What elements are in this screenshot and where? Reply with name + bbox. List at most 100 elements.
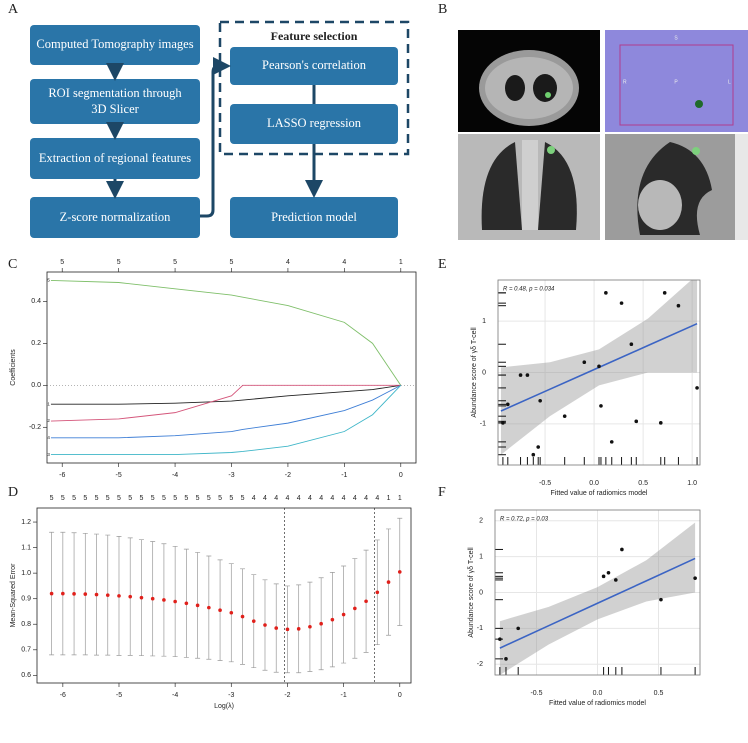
x-tick-label: 0.5 xyxy=(654,690,664,697)
point xyxy=(609,440,614,444)
y-tick-label: 0.9 xyxy=(21,596,31,603)
cv-point xyxy=(150,596,155,601)
top-count: 5 xyxy=(196,495,200,502)
point xyxy=(634,419,639,424)
flow-box xyxy=(30,79,200,124)
y-tick-label: 1.2 xyxy=(21,519,31,526)
panel-b: B S R P L xyxy=(438,2,748,240)
point xyxy=(604,291,608,295)
point xyxy=(658,421,663,425)
flow-text: Prediction model xyxy=(271,210,357,224)
panel-a: A Feature selection Computed Tomography … xyxy=(8,2,410,238)
cv-point xyxy=(229,610,234,615)
top-count: 5 xyxy=(117,495,121,502)
line-label: 4 xyxy=(47,435,50,440)
flow-text: LASSO regression xyxy=(267,116,362,130)
y-tick-label: 0 xyxy=(482,369,486,376)
x-tick-label: -5 xyxy=(116,692,122,699)
y-tick-label: 1.1 xyxy=(21,544,31,551)
top-count: 4 xyxy=(353,495,357,502)
cv-point xyxy=(285,627,290,632)
x-tick-label: -0.5 xyxy=(530,690,542,697)
top-count: 5 xyxy=(61,495,65,502)
plot-frame xyxy=(497,279,701,466)
top-count: 4 xyxy=(375,495,379,502)
cv-point xyxy=(195,603,200,608)
render-3d xyxy=(605,30,748,132)
point xyxy=(676,303,681,308)
top-tick-label: 4 xyxy=(286,259,290,266)
point xyxy=(597,364,601,369)
point xyxy=(619,301,624,305)
y-tick-label: -0.2 xyxy=(29,424,41,431)
edge xyxy=(735,134,748,240)
point xyxy=(516,626,520,631)
panel-label: C xyxy=(8,257,17,272)
top-count: 4 xyxy=(274,495,278,502)
coef-line xyxy=(50,384,401,439)
plot-frame xyxy=(494,509,701,676)
y-tick-label: -2 xyxy=(477,661,483,668)
y-tick-label: 0.4 xyxy=(31,298,41,305)
top-count: 4 xyxy=(342,495,346,502)
cv-point xyxy=(274,626,279,630)
top-count: 5 xyxy=(173,495,177,502)
cv-point xyxy=(61,591,65,596)
cv-point xyxy=(105,593,110,597)
line-label: 1 xyxy=(47,401,50,406)
top-count: 5 xyxy=(83,495,87,502)
x-tick-label: -5 xyxy=(116,472,122,479)
cv-point xyxy=(364,599,368,604)
flow-text: Pearson's correlation xyxy=(262,58,367,72)
point xyxy=(531,452,536,457)
point xyxy=(582,360,587,365)
x-tick-label: 0 xyxy=(398,692,402,699)
top-count: 5 xyxy=(95,495,99,502)
flow-text: Computed Tomography images xyxy=(36,37,193,51)
y-tick-label: 0.0 xyxy=(31,382,41,389)
x-tick-label: 0.5 xyxy=(638,480,648,487)
orientation-label: P xyxy=(674,79,678,85)
top-tick-label: 5 xyxy=(117,259,121,266)
x-tick-label: -6 xyxy=(59,472,65,479)
top-count: 4 xyxy=(286,495,290,502)
x-tick-label: -1 xyxy=(340,692,346,699)
cv-point xyxy=(173,599,177,604)
arrow xyxy=(200,57,231,218)
top-count: 4 xyxy=(364,495,368,502)
point xyxy=(562,414,567,418)
top-count: 5 xyxy=(72,495,76,502)
point xyxy=(693,576,697,580)
x-tick-label: -2 xyxy=(284,692,290,699)
point xyxy=(504,657,508,661)
top-count: 5 xyxy=(207,495,211,502)
coef-line xyxy=(50,385,402,456)
y-axis-label: Mean-Squared Error xyxy=(10,563,17,627)
cv-point xyxy=(251,619,256,623)
cv-point xyxy=(117,594,121,598)
flow-box xyxy=(30,138,200,179)
plot-content xyxy=(50,279,402,456)
flow-text: ROI segmentation through xyxy=(48,86,182,100)
flow-box xyxy=(30,197,200,238)
x-axis-label: Log(λ) xyxy=(214,703,234,710)
y-axis-label: Abundance score of γδ T-cell xyxy=(471,327,478,418)
line-label: 2 xyxy=(47,418,50,423)
top-tick-label: 5 xyxy=(230,259,234,266)
mediastinum xyxy=(522,140,538,230)
panel-label: E xyxy=(438,257,447,272)
cv-point xyxy=(341,612,346,617)
y-tick-label: 1 xyxy=(482,318,486,325)
cv-point xyxy=(184,601,189,606)
top-count: 5 xyxy=(241,495,245,502)
plot-area xyxy=(47,272,416,463)
lung xyxy=(538,142,577,230)
nodule xyxy=(695,100,703,108)
plot-frame xyxy=(36,507,412,684)
flow-text: Z-score normalization xyxy=(60,210,171,224)
cv-point xyxy=(353,606,357,611)
y-tick-label: 1.0 xyxy=(21,570,31,577)
y-tick-label: -1 xyxy=(480,421,486,428)
y-tick-label: 2 xyxy=(479,518,483,525)
